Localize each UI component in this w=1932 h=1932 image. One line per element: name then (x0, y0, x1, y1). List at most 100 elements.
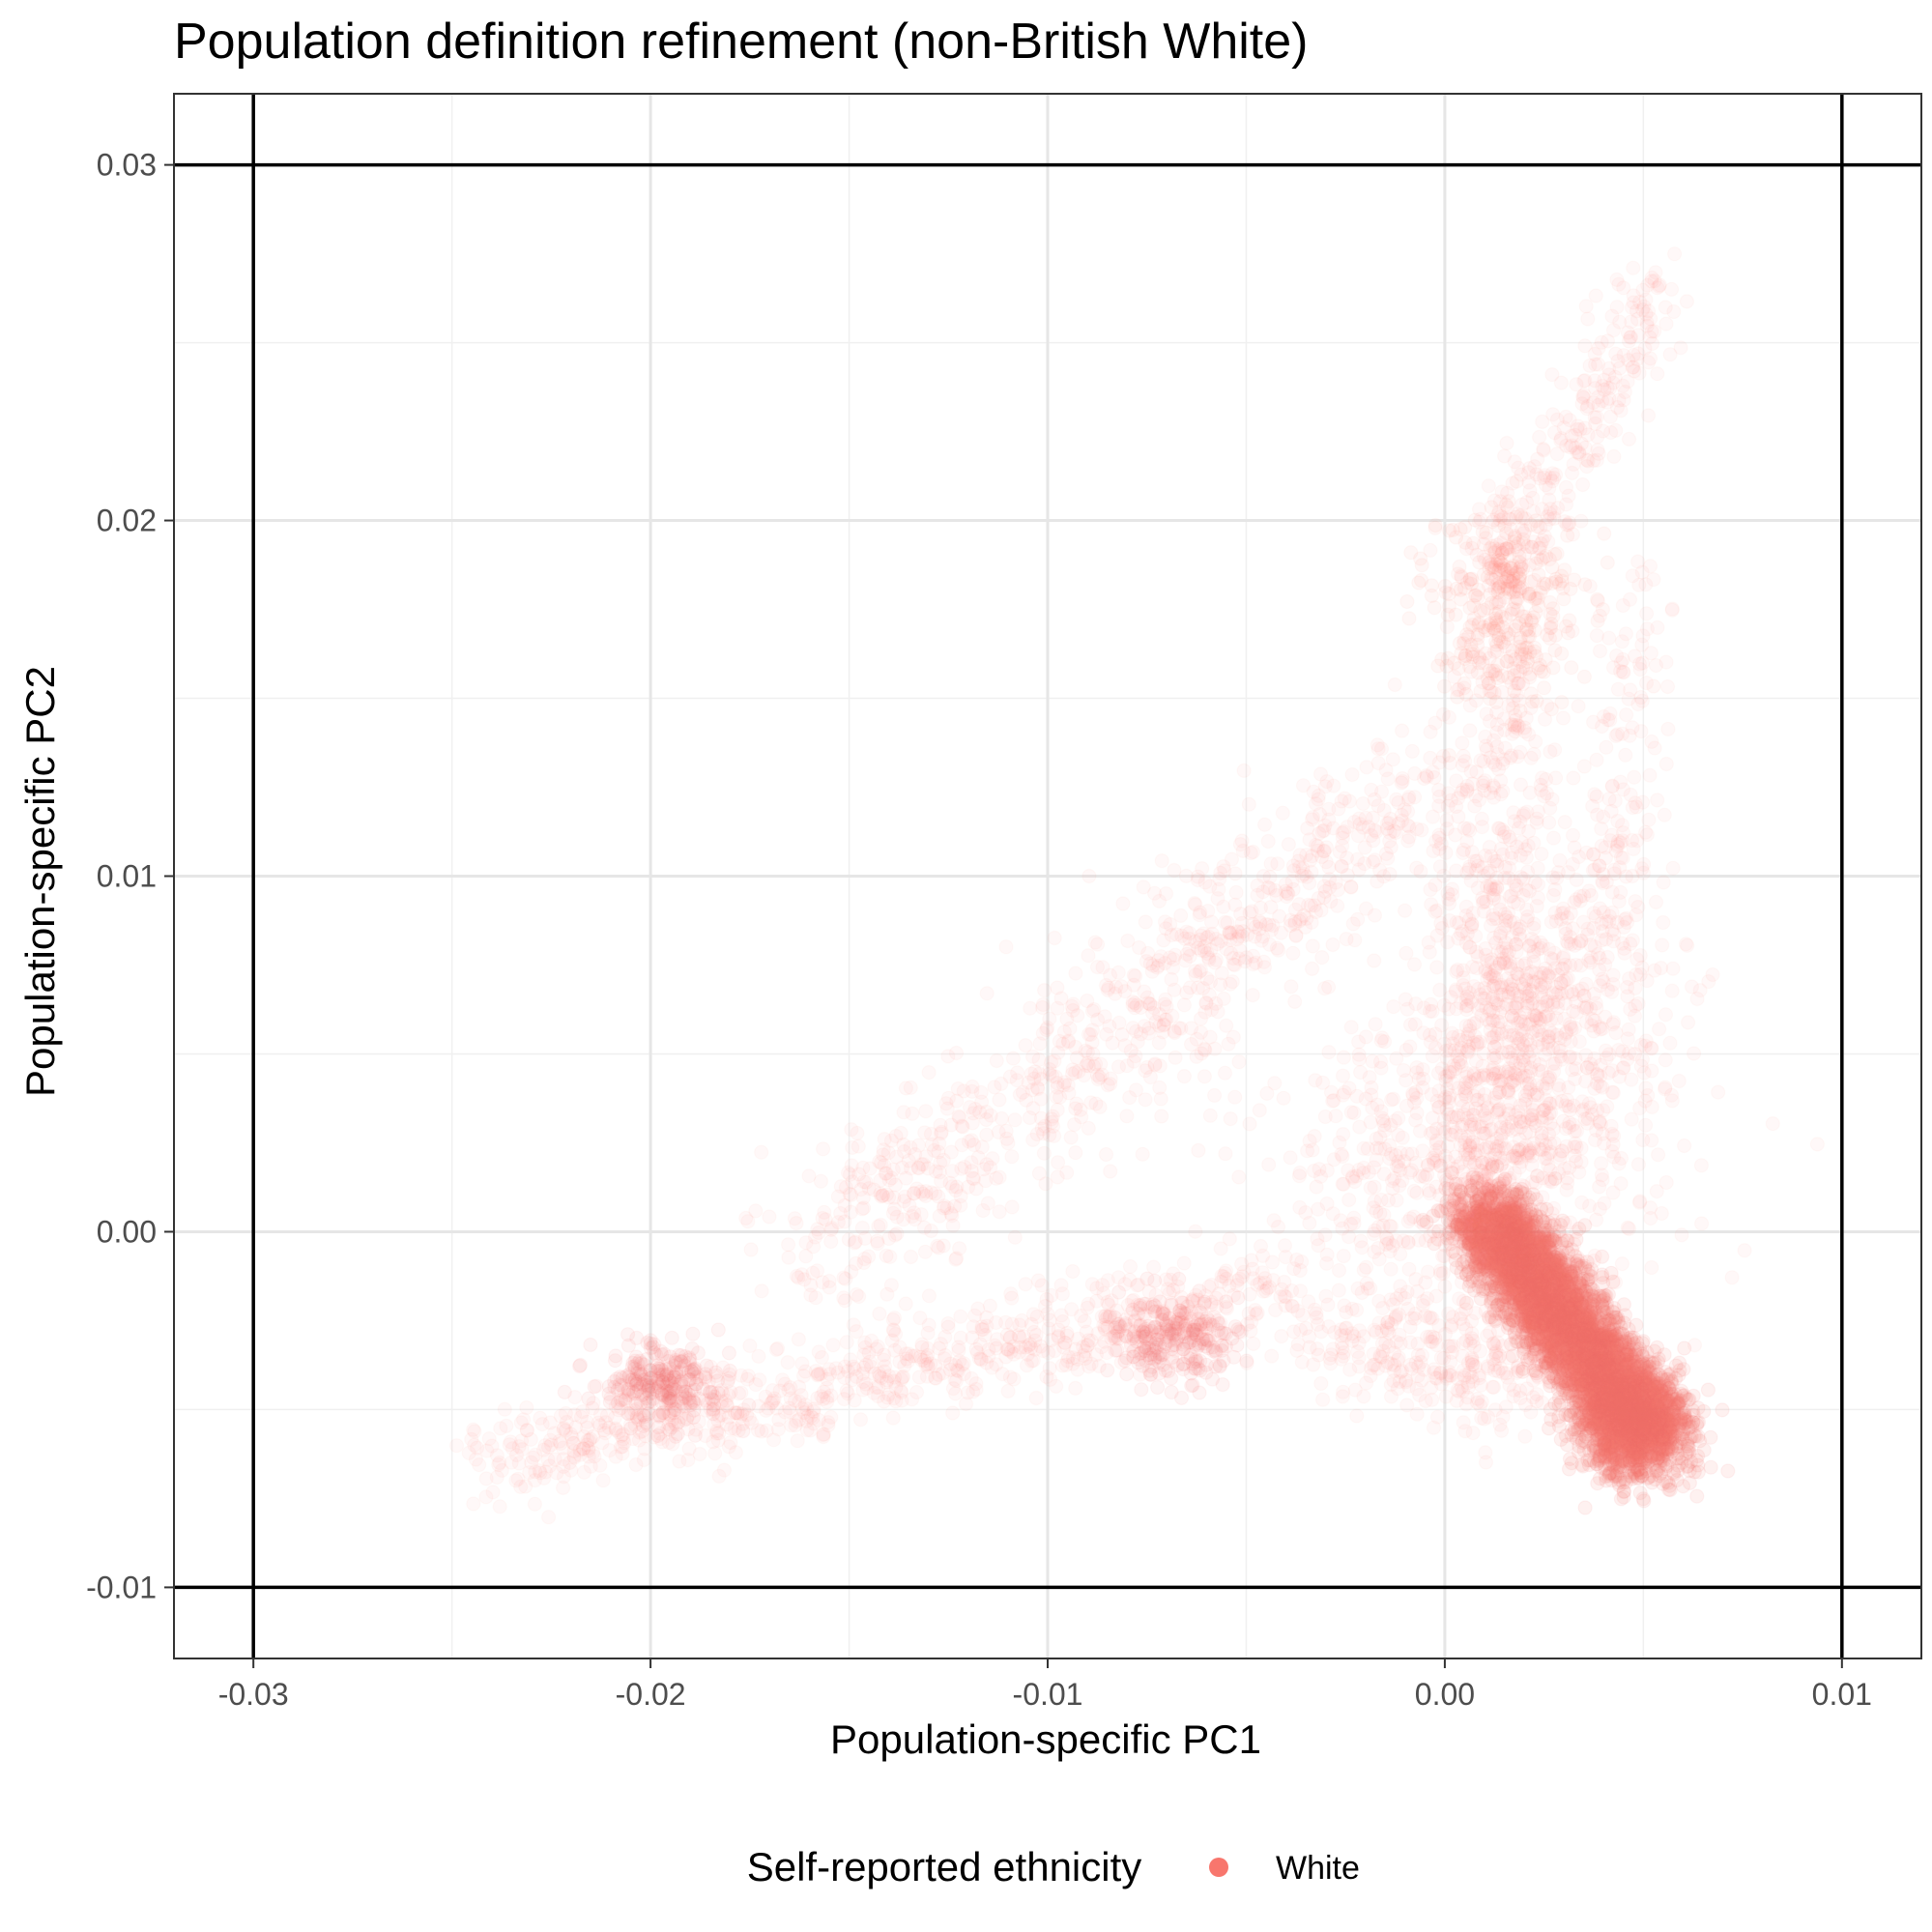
data-point (1506, 1312, 1521, 1329)
data-point (1570, 1325, 1585, 1341)
data-point (1557, 1295, 1573, 1311)
data-point (1575, 1332, 1592, 1347)
data-point (1524, 1250, 1540, 1265)
data-point (1584, 1416, 1600, 1431)
data-point (1591, 1336, 1606, 1351)
data-point (1490, 1235, 1507, 1252)
data-point (1504, 1225, 1519, 1240)
data-point (1565, 1364, 1580, 1380)
data-point (1640, 1399, 1656, 1415)
data-point (1561, 1349, 1576, 1365)
data-point (1503, 1258, 1518, 1274)
data-point (1555, 1312, 1572, 1327)
data-point (1597, 1387, 1612, 1402)
data-point (1626, 1379, 1641, 1395)
data-point (1471, 1205, 1486, 1221)
data-point (1568, 1317, 1583, 1333)
data-point (1552, 1307, 1569, 1322)
data-point (1539, 1247, 1554, 1262)
data-point (1598, 1357, 1613, 1373)
data-point (1545, 1296, 1562, 1312)
data-point (1495, 1235, 1512, 1251)
data-point (1514, 1246, 1529, 1261)
data-point (1545, 1272, 1562, 1287)
data-point (1626, 1365, 1642, 1380)
data-point (1514, 1290, 1530, 1306)
data-point (1553, 1273, 1570, 1289)
data-point (1528, 1338, 1543, 1353)
data-point (1603, 1409, 1619, 1425)
data-point (1466, 1211, 1482, 1227)
data-point (1543, 1285, 1559, 1301)
data-point (1510, 1235, 1525, 1251)
data-point (1526, 1283, 1542, 1298)
data-point (1544, 1318, 1560, 1334)
data-point (1509, 1248, 1524, 1263)
data-point (1456, 1233, 1472, 1250)
data-point (1568, 1295, 1584, 1311)
data-point (1499, 1205, 1515, 1221)
data-point (1551, 1293, 1568, 1309)
data-point (1573, 1370, 1590, 1386)
data-point (1486, 1247, 1503, 1262)
data-point (1537, 1280, 1552, 1295)
data-point (1502, 1221, 1517, 1236)
data-point (1520, 1253, 1537, 1268)
data-point (1598, 1367, 1613, 1382)
data-point (1613, 1421, 1629, 1436)
data-point (1499, 1254, 1514, 1270)
data-point (1536, 1272, 1551, 1287)
data-point (1605, 1305, 1621, 1320)
data-point (1546, 1333, 1563, 1348)
data-point (1592, 1329, 1608, 1345)
data-point (1626, 1362, 1641, 1378)
data-point (1530, 1228, 1546, 1244)
data-point (1649, 1414, 1664, 1429)
data-point (1462, 1226, 1478, 1242)
data-point (1576, 1367, 1592, 1382)
data-point (1548, 1358, 1565, 1373)
data-point (1612, 1412, 1628, 1427)
data-point (1569, 1369, 1584, 1384)
data-point (1586, 1370, 1601, 1386)
data-point (1555, 1283, 1571, 1299)
data-point (1572, 1361, 1587, 1376)
data-point (1513, 1233, 1528, 1250)
data-point (1588, 1373, 1603, 1390)
data-point (1530, 1311, 1546, 1326)
data-point (1557, 1288, 1572, 1304)
data-point (1519, 1269, 1535, 1284)
data-point (1576, 1357, 1592, 1372)
data-point (1549, 1287, 1565, 1304)
data-point (1529, 1276, 1544, 1292)
data-point (1595, 1389, 1610, 1404)
data-point (1627, 1430, 1642, 1447)
data-point (1501, 1282, 1517, 1297)
data-point (1593, 1387, 1609, 1402)
data-point (1575, 1361, 1591, 1376)
data-point (1540, 1271, 1556, 1287)
data-point (1568, 1307, 1583, 1323)
data-point (1481, 1281, 1496, 1297)
data-point (1524, 1270, 1541, 1286)
data-point (1636, 1409, 1652, 1425)
data-point (1601, 1367, 1618, 1382)
data-point (1595, 1352, 1610, 1369)
data-point (1568, 1288, 1583, 1304)
data-point (1596, 1390, 1611, 1406)
data-point (1576, 1353, 1592, 1370)
data-point (1547, 1249, 1563, 1265)
data-point (1641, 1359, 1657, 1374)
data-point (1531, 1269, 1546, 1284)
data-point (1551, 1285, 1567, 1301)
data-point (1625, 1433, 1641, 1449)
data-point (1615, 1370, 1630, 1387)
data-point (1504, 1238, 1519, 1254)
data-point (1561, 1301, 1576, 1316)
data-point (1589, 1372, 1604, 1389)
data-point (1536, 1238, 1552, 1254)
data-point (1614, 1394, 1629, 1410)
data-point (1564, 1329, 1580, 1345)
data-point (1502, 1225, 1517, 1240)
